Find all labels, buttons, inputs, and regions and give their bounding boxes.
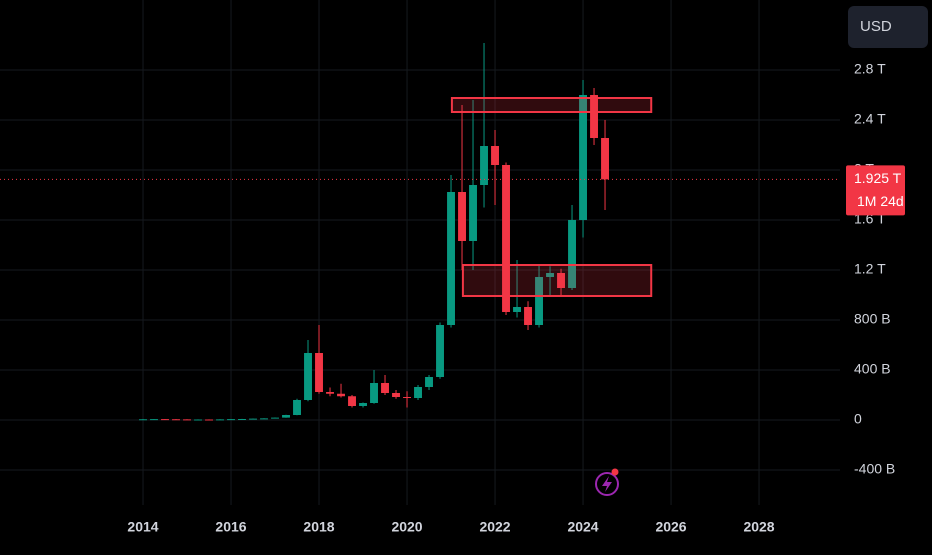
candle-body xyxy=(568,220,576,288)
candle-body xyxy=(249,418,257,420)
candle-body xyxy=(425,377,433,387)
candle-body xyxy=(601,138,609,180)
candle-body xyxy=(392,393,400,397)
candle-body xyxy=(183,419,191,421)
candle-body xyxy=(326,392,334,394)
y-tick-label: 800 B xyxy=(854,311,891,327)
candle-body xyxy=(447,192,455,325)
x-tick-label: 2028 xyxy=(743,519,774,535)
candle-body xyxy=(161,419,169,421)
x-tick-label: 2016 xyxy=(215,519,246,535)
candle-body xyxy=(414,387,422,398)
price-label: 1.925 T xyxy=(854,170,902,186)
candle-body xyxy=(502,165,510,312)
candle-body xyxy=(238,419,246,420)
y-tick-label: 2.4 T xyxy=(854,111,886,127)
candle-body xyxy=(359,403,367,406)
candle-body xyxy=(271,417,279,419)
candle-body xyxy=(513,307,521,312)
candle-body xyxy=(579,95,587,220)
candle-body xyxy=(337,393,345,397)
candle-body xyxy=(282,415,290,418)
alert-icon xyxy=(595,468,619,496)
countdown-label: 1M 24d xyxy=(857,193,904,209)
y-tick-label: 2.8 T xyxy=(854,61,886,77)
x-tick-label: 2020 xyxy=(391,519,422,535)
candle-body xyxy=(293,400,301,415)
price-label-box xyxy=(846,165,905,216)
candle-body xyxy=(205,419,213,421)
candle-body xyxy=(535,277,543,325)
candle-body xyxy=(403,397,411,398)
x-tick-label: 2022 xyxy=(479,519,510,535)
candle-body xyxy=(304,353,312,400)
candle-body xyxy=(458,192,466,241)
candle-body xyxy=(194,419,202,421)
candle-body xyxy=(436,325,444,377)
x-tick-label: 2026 xyxy=(655,519,686,535)
x-tick-label: 2014 xyxy=(127,519,158,535)
zone xyxy=(450,97,653,113)
x-tick-label: 2018 xyxy=(303,519,334,535)
candle-body xyxy=(557,273,565,288)
candle-body xyxy=(216,419,224,421)
y-tick-label: 400 B xyxy=(854,361,891,377)
candle-body xyxy=(381,383,389,393)
currency-button[interactable]: USD xyxy=(848,6,928,48)
candle-body xyxy=(172,419,180,421)
candle-body xyxy=(227,419,235,421)
candle-body xyxy=(139,419,147,421)
candle-body xyxy=(469,185,477,241)
candle-body xyxy=(546,273,554,277)
zone xyxy=(461,264,653,297)
y-tick-label: 0 xyxy=(854,411,862,427)
candle-body xyxy=(480,146,488,185)
candle-body xyxy=(491,146,499,165)
candle-body xyxy=(315,353,323,392)
candle-body xyxy=(590,95,598,138)
candle-body xyxy=(348,396,356,406)
candle-body xyxy=(370,383,378,403)
candle-body xyxy=(150,419,158,421)
y-tick-label: -400 B xyxy=(854,461,895,477)
x-tick-label: 2024 xyxy=(567,519,598,535)
candle-body xyxy=(260,418,268,420)
candle-body xyxy=(524,307,532,325)
y-tick-label: 1.2 T xyxy=(854,261,886,277)
